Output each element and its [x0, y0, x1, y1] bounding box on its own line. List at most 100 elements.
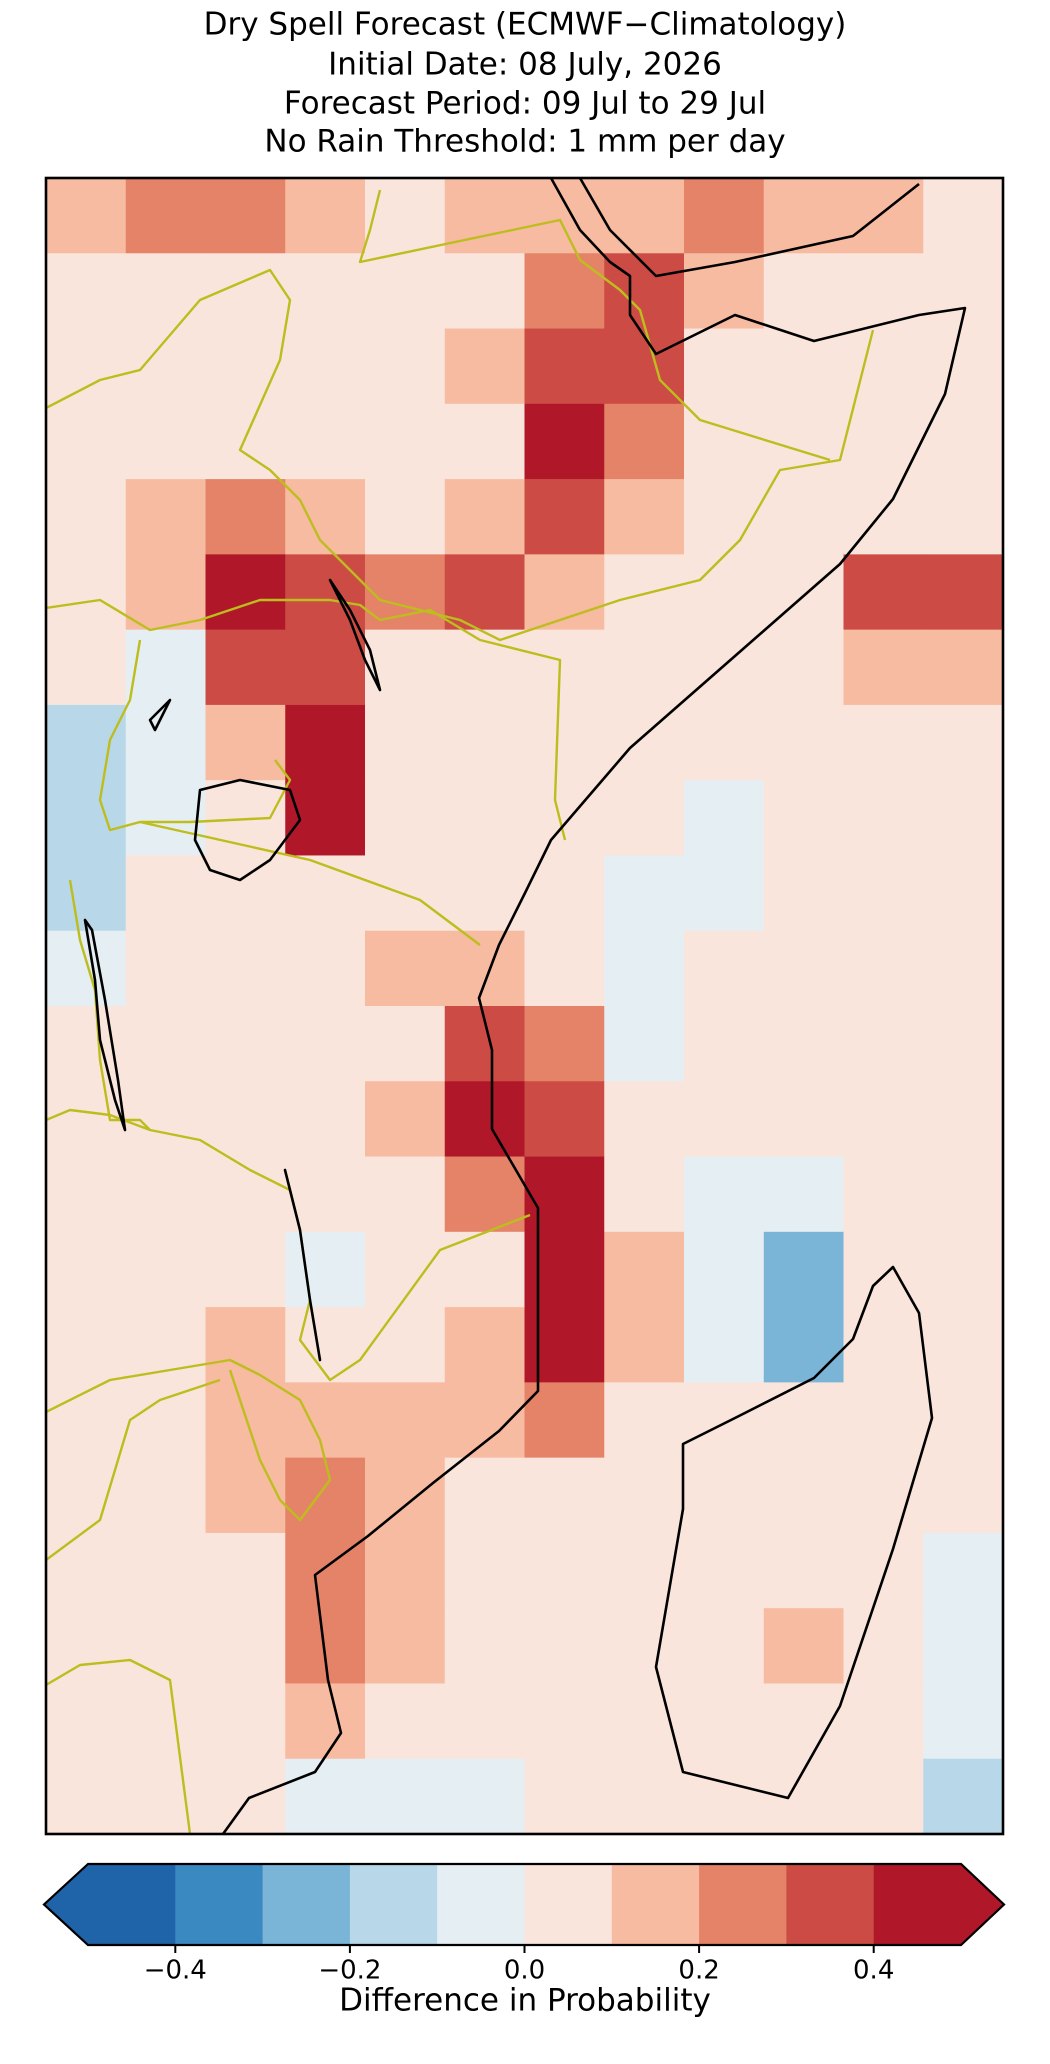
- grid-cell: [205, 1231, 286, 1308]
- grid-cell: [604, 930, 685, 1007]
- grid-cell: [763, 1608, 844, 1684]
- grid-cell: [285, 1006, 366, 1082]
- colorbar-swatch: [349, 1864, 438, 1945]
- colorbar-swatch: [175, 1864, 264, 1945]
- grid-cell: [923, 479, 1004, 555]
- grid-cell: [923, 403, 1004, 480]
- grid-cell: [444, 1457, 525, 1534]
- grid-cell: [285, 479, 366, 555]
- grid-cell: [365, 253, 446, 330]
- country-border: [228, 1369, 331, 1522]
- grid-cell: [763, 1382, 844, 1459]
- grid-cell: [285, 1683, 366, 1760]
- grid-cell: [125, 253, 206, 330]
- grid-cell: [763, 403, 844, 480]
- grid-cell: [444, 328, 525, 405]
- grid-cell: [205, 178, 286, 254]
- grid-cell: [444, 1231, 525, 1308]
- grid-cell: [843, 855, 924, 932]
- grid-cell: [923, 1532, 1004, 1609]
- grid-cell: [365, 1081, 446, 1158]
- grid-cell: [843, 704, 924, 781]
- grid-cell: [923, 1608, 1004, 1684]
- grid-cell: [444, 704, 525, 781]
- grid-cell: [923, 855, 1004, 932]
- map-overlay: [46, 178, 967, 1834]
- grid-cell: [763, 1006, 844, 1082]
- grid-cell: [524, 1307, 605, 1383]
- coastline: [221, 178, 967, 1834]
- grid-cell: [444, 1307, 525, 1383]
- grid-cell: [205, 479, 286, 555]
- grid-cell: [46, 1608, 127, 1684]
- grid-cell: [763, 629, 844, 706]
- grid-cell: [125, 1608, 206, 1684]
- grid-cell: [205, 930, 286, 1007]
- grid-cell: [763, 1532, 844, 1609]
- country-border: [46, 1658, 192, 1834]
- title-line: Dry Spell Forecast (ECMWF−Climatology): [204, 7, 847, 43]
- grid-cell: [684, 930, 765, 1007]
- grid-cell: [205, 1608, 286, 1684]
- coastline: [578, 178, 920, 278]
- colorbar-swatch: [786, 1864, 875, 1945]
- colorbar-tick-label: 0.0: [504, 1956, 545, 1986]
- colorbar-swatch: [699, 1864, 787, 1945]
- lake: [148, 698, 172, 732]
- colorbar-label: Difference in Probability: [339, 1983, 711, 2019]
- colorbar-swatch: [524, 1864, 613, 1945]
- grid-cell: [604, 178, 685, 254]
- grid-cell: [444, 253, 525, 330]
- grid-cell: [843, 1231, 924, 1308]
- grid-cell: [923, 930, 1004, 1007]
- grid-cell: [365, 1307, 446, 1383]
- grid-cell: [444, 1382, 525, 1459]
- grid-cell: [205, 1307, 286, 1383]
- grid-cell: [684, 1532, 765, 1609]
- grid-cell: [125, 1532, 206, 1609]
- grid-cell: [763, 178, 844, 254]
- title-line: Forecast Period: 09 Jul to 29 Jul: [284, 86, 766, 122]
- title-line: No Rain Threshold: 1 mm per day: [264, 124, 785, 160]
- grid-cell: [285, 855, 366, 932]
- grid-cell: [604, 1457, 685, 1534]
- grid-cell: [923, 1758, 1004, 1835]
- grid-cell: [444, 1156, 525, 1233]
- grid-cell: [285, 1608, 366, 1684]
- grid-cell: [46, 403, 127, 480]
- grid-cell: [125, 855, 206, 932]
- colorbar-swatch: [262, 1864, 351, 1945]
- grid-cell: [46, 1532, 127, 1609]
- grid-cell: [205, 1758, 286, 1835]
- grid-cell: [524, 930, 605, 1007]
- grid-cell: [285, 1758, 366, 1835]
- grid-cell: [205, 253, 286, 330]
- grid-cell: [923, 1457, 1004, 1534]
- grid-cell: [684, 328, 765, 405]
- grid-cell: [524, 1156, 605, 1233]
- grid-cell: [763, 1156, 844, 1233]
- grid-cell: [125, 1231, 206, 1308]
- colorbar-outline: [42, 1862, 1006, 1947]
- grid-cell: [524, 328, 605, 405]
- grid-cell: [923, 1683, 1004, 1760]
- grid-cell: [684, 479, 765, 555]
- grid-cell: [684, 704, 765, 781]
- colorbar: −0.4 −0.2 0.0 0.2 0.4: [42, 1862, 1006, 1986]
- country-border: [68, 879, 151, 1131]
- grid-cell: [684, 554, 765, 631]
- grid-cell: [285, 1231, 366, 1308]
- colorbar-tick-label: −0.4: [144, 1956, 207, 1986]
- grid-cell: [46, 1006, 127, 1082]
- map-frame: [44, 176, 1005, 1836]
- grid-cell: [604, 629, 685, 706]
- grid-cell: [843, 328, 924, 405]
- colorbar-tick-label: 0.2: [678, 1956, 719, 1986]
- grid-cell: [444, 479, 525, 555]
- country-border: [46, 598, 567, 841]
- grid-cell: [524, 1006, 605, 1082]
- grid-cell: [684, 1156, 765, 1233]
- grid-cell: [285, 253, 366, 330]
- colorbar-swatch: [88, 1864, 176, 1945]
